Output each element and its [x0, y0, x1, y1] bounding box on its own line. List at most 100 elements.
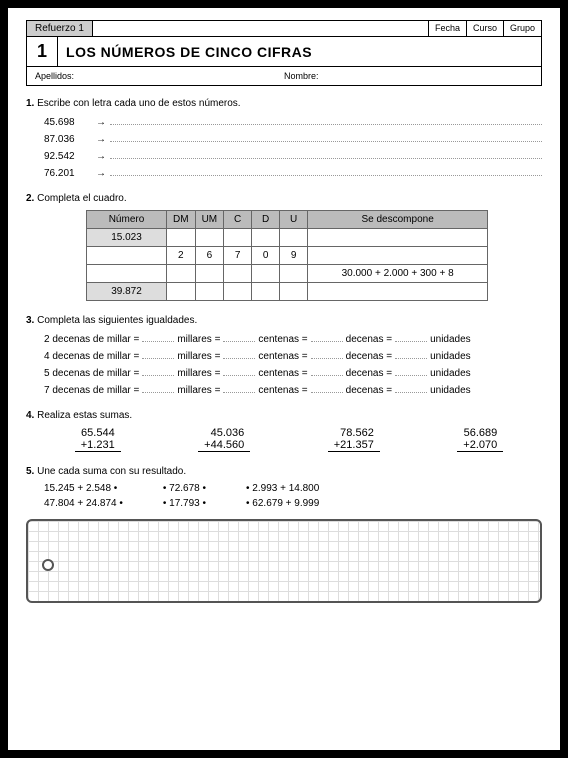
match-item[interactable]: 47.804 + 24.874: [44, 498, 123, 509]
arrow-icon: →: [96, 134, 106, 145]
match-item[interactable]: 72.678: [163, 483, 206, 494]
eq-start: 7 decenas de millar =: [44, 385, 139, 396]
plus-icon: +: [81, 439, 87, 451]
match-container: 15.245 + 2.548 47.804 + 24.874 72.678 17.7…: [44, 483, 542, 509]
cell-d[interactable]: 0: [252, 247, 280, 265]
blank[interactable]: [311, 383, 343, 393]
cell-c[interactable]: [224, 265, 252, 283]
cell-numero: 15.023: [87, 229, 167, 247]
addend-2: +21.357: [328, 439, 380, 452]
blank[interactable]: [311, 366, 343, 376]
match-item[interactable]: 17.793: [163, 498, 206, 509]
equality-line: 2 decenas de millar =millares =centenas …: [44, 332, 542, 345]
cell-u[interactable]: [280, 229, 308, 247]
plus-icon: +: [463, 439, 469, 451]
equality-line: 5 decenas de millar =millares =centenas …: [44, 366, 542, 379]
plus-icon: +: [204, 439, 210, 451]
arrow-icon: →: [96, 168, 106, 179]
cell-um[interactable]: [195, 265, 224, 283]
ex1-num: 1.: [26, 98, 34, 109]
cell-c[interactable]: [224, 229, 252, 247]
blank[interactable]: [142, 383, 174, 393]
write-line: 87.036 →: [44, 132, 542, 145]
arrow-icon: →: [96, 151, 106, 162]
cell-c[interactable]: [224, 283, 252, 301]
grupo-label: Grupo: [503, 21, 541, 36]
cell-desc[interactable]: [308, 283, 488, 301]
number: 87.036: [44, 134, 92, 145]
blank[interactable]: [223, 383, 255, 393]
blank[interactable]: [311, 332, 343, 342]
cell-c[interactable]: 7: [224, 247, 252, 265]
cell-um[interactable]: [195, 283, 224, 301]
cell-u[interactable]: [280, 283, 308, 301]
blank[interactable]: [395, 332, 427, 342]
blank[interactable]: [395, 383, 427, 393]
cell-desc[interactable]: [308, 229, 488, 247]
match-item[interactable]: 15.245 + 2.548: [44, 483, 123, 494]
addend-2: +1.231: [75, 439, 121, 452]
unit-title: LOS NÚMEROS DE CINCO CIFRAS: [58, 40, 320, 64]
blank[interactable]: [223, 366, 255, 376]
unit-number: 1: [27, 37, 58, 66]
exercise-5: 5. Une cada suma con su resultado. 15.24…: [26, 466, 542, 603]
table-row: 30.000 + 2.000 + 300 + 8: [87, 265, 488, 283]
col-dm: DM: [167, 211, 196, 229]
cell-um[interactable]: 6: [195, 247, 224, 265]
cell-um[interactable]: [195, 229, 224, 247]
arrow-icon: →: [96, 117, 106, 128]
answer-line[interactable]: [110, 132, 542, 142]
blank[interactable]: [395, 366, 427, 376]
cell-desc[interactable]: [308, 247, 488, 265]
blank[interactable]: [395, 349, 427, 359]
refuerzo-label: Refuerzo 1: [27, 21, 93, 37]
fecha-label: Fecha: [428, 21, 466, 36]
exercise-1: 1. Escribe con letra cada uno de estos n…: [26, 98, 542, 179]
blank[interactable]: [223, 332, 255, 342]
cell-u[interactable]: [280, 265, 308, 283]
blank[interactable]: [223, 349, 255, 359]
cell-d[interactable]: [252, 229, 280, 247]
ex3-prompt: Completa las siguientes igualdades.: [37, 315, 197, 326]
addend-1: 78.562: [328, 427, 380, 439]
cell-d[interactable]: [252, 283, 280, 301]
ex4-prompt: Realiza estas sumas.: [37, 410, 132, 421]
eq-start: 4 decenas de millar =: [44, 351, 139, 362]
col-um: UM: [195, 211, 224, 229]
blank[interactable]: [311, 349, 343, 359]
addend-1: 65.544: [75, 427, 121, 439]
exercise-3: 3. Completa las siguientes igualdades. 2…: [26, 315, 542, 396]
blank[interactable]: [142, 332, 174, 342]
cell-desc[interactable]: 30.000 + 2.000 + 300 + 8: [308, 265, 488, 283]
match-item[interactable]: 2.993 + 14.800: [246, 483, 319, 494]
ex2-num: 2.: [26, 193, 34, 204]
sum-problem: 45.036+44.560: [198, 427, 250, 452]
cell-u[interactable]: 9: [280, 247, 308, 265]
cell-numero: 39.872: [87, 283, 167, 301]
write-line: 45.698 →: [44, 115, 542, 128]
answer-line[interactable]: [110, 166, 542, 176]
number: 45.698: [44, 117, 92, 128]
number: 92.542: [44, 151, 92, 162]
cell-dm[interactable]: 2: [167, 247, 196, 265]
blank[interactable]: [142, 349, 174, 359]
number: 76.201: [44, 168, 92, 179]
cell-dm[interactable]: [167, 283, 196, 301]
match-item[interactable]: 62.679 + 9.999: [246, 498, 319, 509]
ex1-prompt: Escribe con letra cada uno de estos núme…: [37, 98, 240, 109]
addend-1: 56.689: [457, 427, 503, 439]
col-desc: Se descompone: [308, 211, 488, 229]
ex5-num: 5.: [26, 466, 34, 477]
table-row: 39.872: [87, 283, 488, 301]
addend-1: 45.036: [198, 427, 250, 439]
answer-line[interactable]: [110, 115, 542, 125]
cell-dm[interactable]: [167, 265, 196, 283]
cell-d[interactable]: [252, 265, 280, 283]
sum-problem: 65.544+1.231: [75, 427, 121, 452]
addend-2: +44.560: [198, 439, 250, 452]
ex2-prompt: Completa el cuadro.: [37, 193, 127, 204]
write-line: 92.542 →: [44, 149, 542, 162]
blank[interactable]: [142, 366, 174, 376]
answer-line[interactable]: [110, 149, 542, 159]
cell-dm[interactable]: [167, 229, 196, 247]
